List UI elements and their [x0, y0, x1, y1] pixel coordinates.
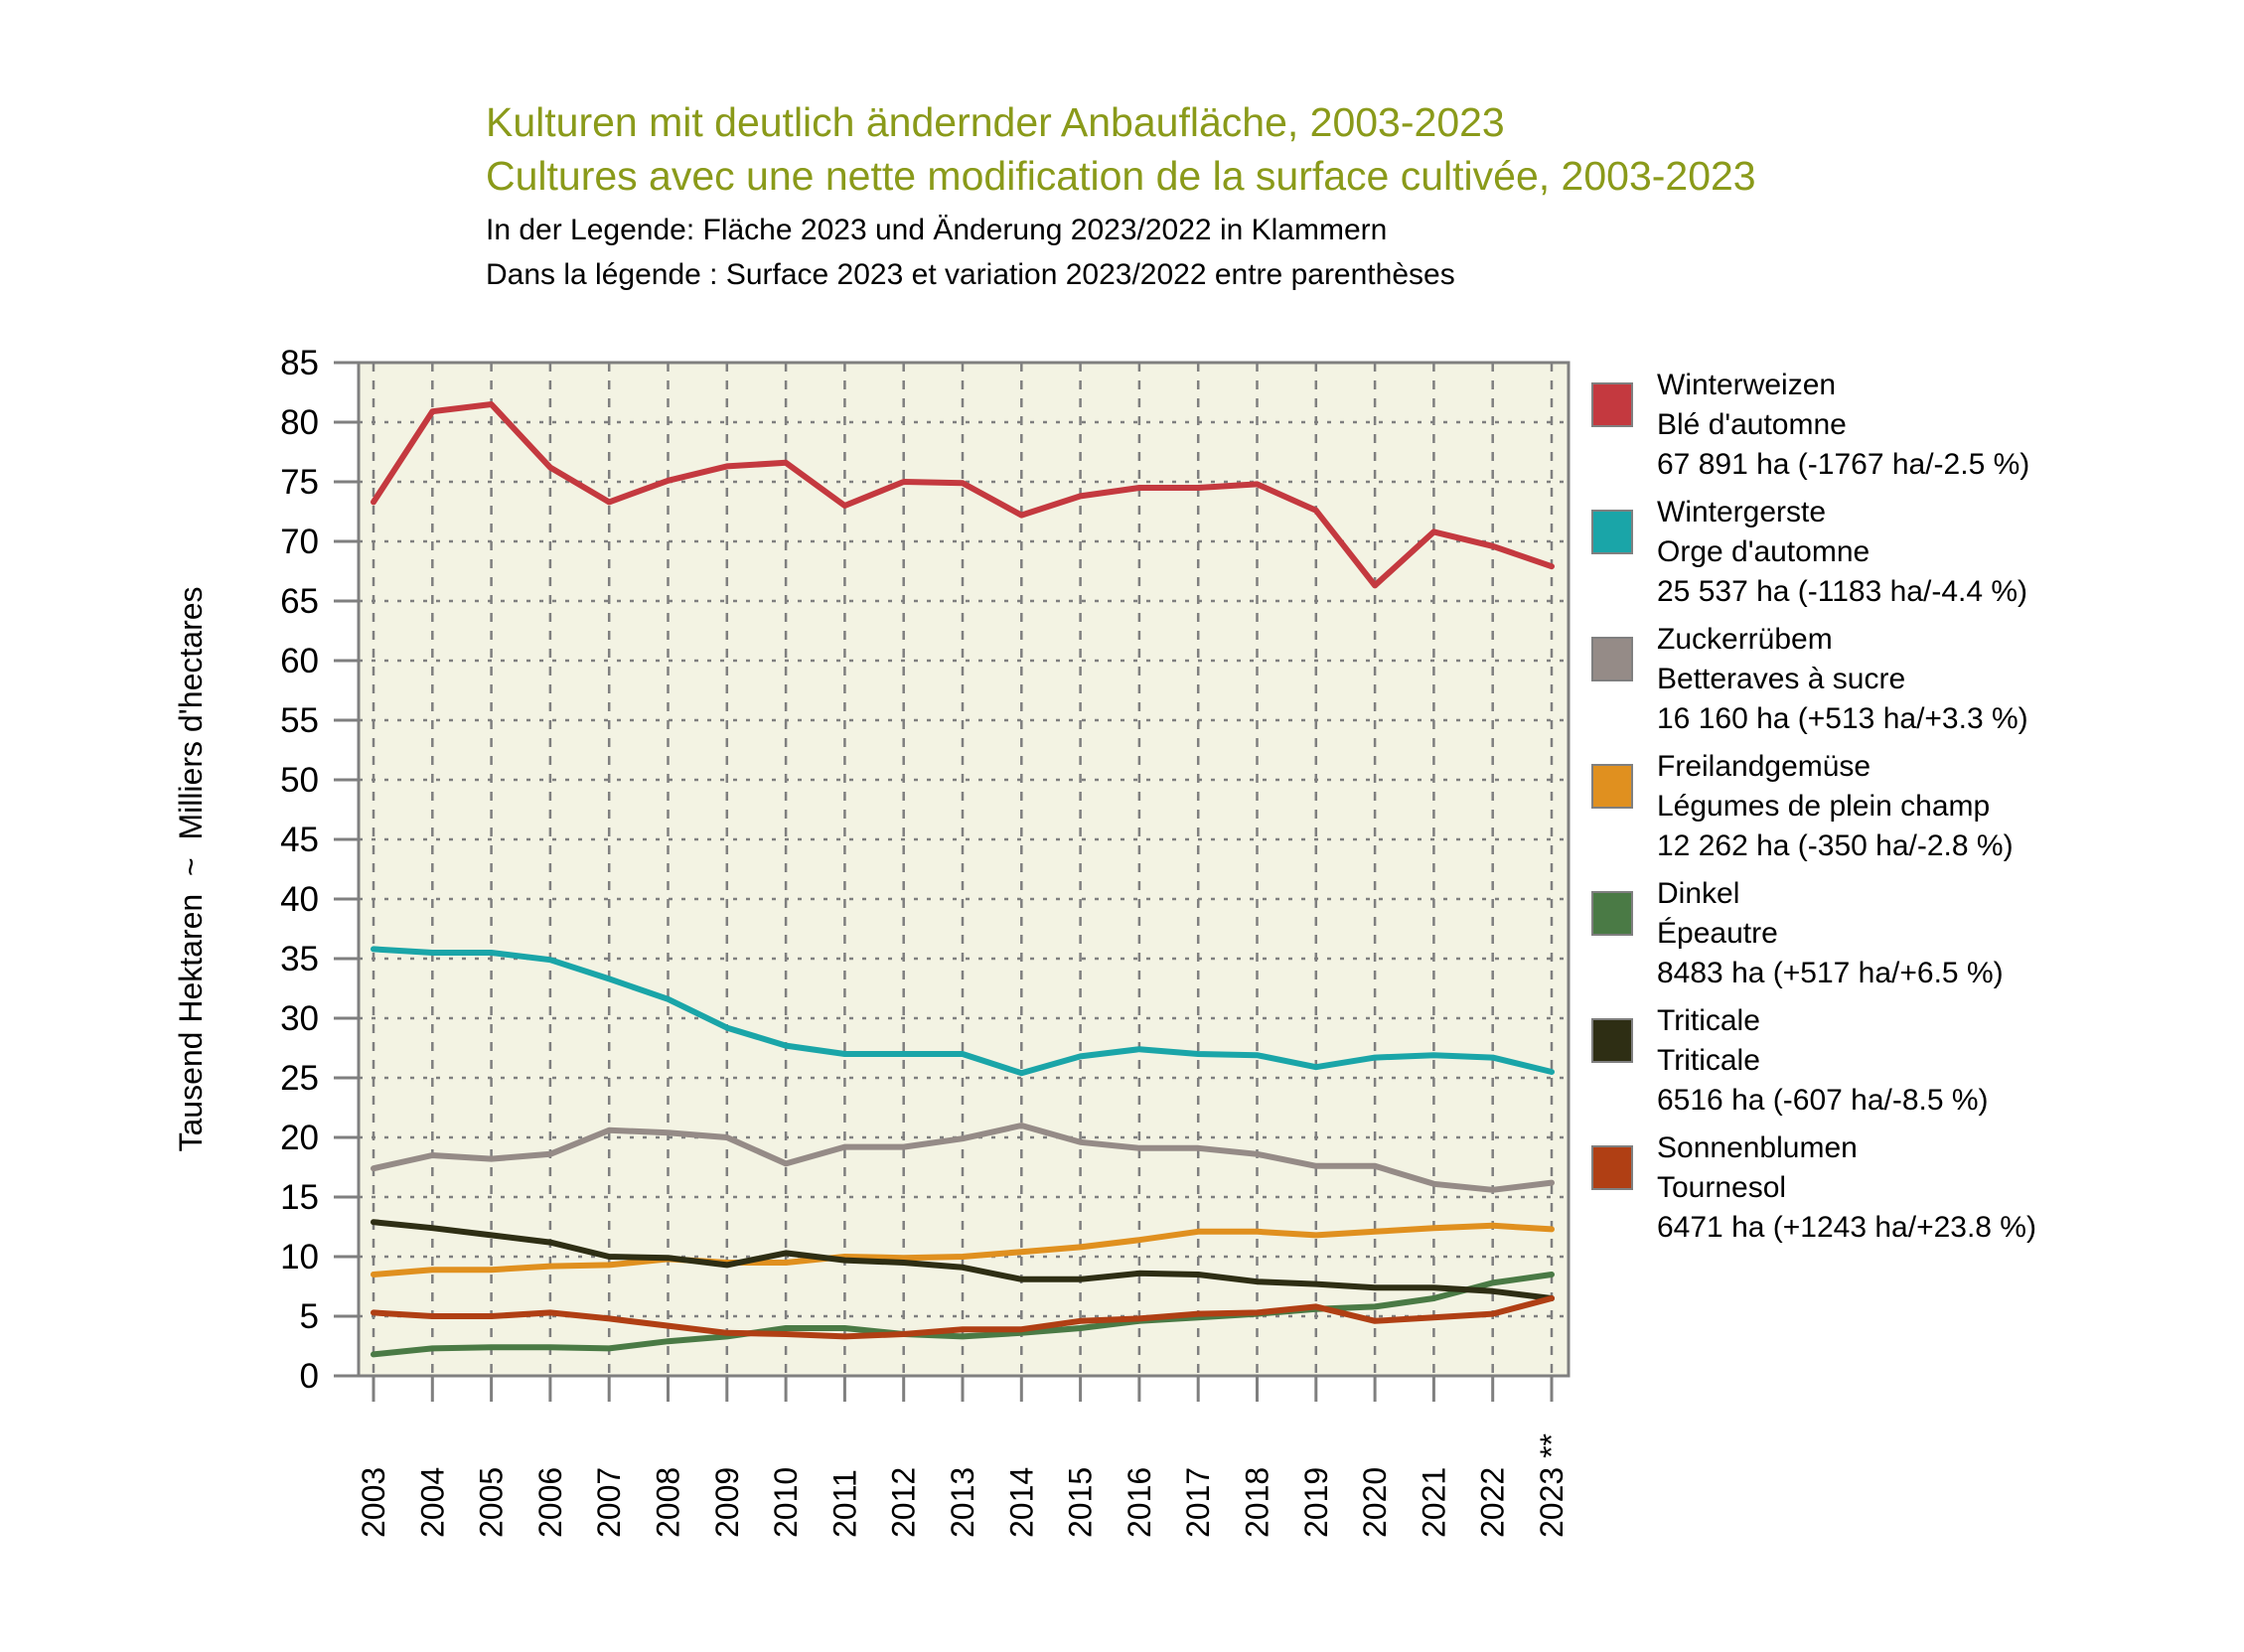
legend-swatch	[1591, 510, 1633, 554]
legend-detail: 67 891 ha (-1767 ha/-2.5 %)	[1657, 448, 2030, 481]
legend-item-triticale: Triticale Triticale 6516 ha (-607 ha/-8.…	[1591, 1001, 2227, 1128]
legend-label-de: Wintergerste	[1657, 496, 1827, 528]
y-tick-label: 65	[280, 582, 319, 621]
x-tick-label: 2004	[414, 1467, 450, 1538]
x-tick-label: 2011	[826, 1469, 862, 1538]
y-tick-label: 85	[280, 344, 319, 382]
legend-item-wintergerste: Wintergerste Orge d'automne 25 537 ha (-…	[1591, 493, 2227, 620]
legend-label-fr: Blé d'automne	[1657, 408, 1847, 441]
y-axis: 0 5 10 15 20 25 30 35 40 45 50 55 60 65 70 75 80 85	[280, 344, 359, 1396]
legend-label-de: Winterweizen	[1657, 369, 1837, 401]
legend-label-fr: Triticale	[1657, 1044, 1760, 1077]
series-line-5	[371, 1219, 1555, 1301]
x-tick-label: 2015	[1063, 1467, 1099, 1538]
legend-item-zuckerrueben: Zuckerrübem Betteraves à sucre 16 160 ha…	[1591, 620, 2227, 747]
legend-label-de: Freilandgemüse	[1657, 750, 1871, 783]
x-axis: 2003 2004 2005 2006 2007 2008 2009 2010 2011 2012…	[356, 1376, 1570, 1538]
chart-subtitle-fr: Dans la légende : Surface 2023 et variat…	[486, 258, 1455, 291]
x-tick-label: 2019	[1298, 1467, 1334, 1538]
legend-detail: 8483 ha (+517 ha/+6.5 %)	[1657, 957, 2004, 989]
y-tick-label: 5	[300, 1297, 319, 1336]
chart-title-fr: Cultures avec une nette modification de …	[486, 153, 1756, 199]
legend-swatch	[1591, 1145, 1633, 1190]
legend-label-de: Dinkel	[1657, 877, 1740, 910]
chart-title-de: Kulturen mit deutlich ändernder Anbauflä…	[486, 99, 1505, 145]
x-tick-label: 2018	[1240, 1467, 1275, 1538]
y-tick-label: 40	[280, 880, 319, 919]
x-tick-label: 2017	[1180, 1467, 1216, 1538]
x-tick-label: 2006	[532, 1467, 568, 1538]
legend-label-de: Triticale	[1657, 1004, 1760, 1037]
legend-detail: 12 262 ha (-350 ha/-2.8 %)	[1657, 829, 2014, 862]
x-tick-label: 2013	[945, 1467, 980, 1538]
chart-subtitle-de: In der Legende: Fläche 2023 und Änderung…	[486, 214, 1388, 246]
series-line-0	[371, 401, 1555, 589]
legend-swatch	[1591, 1018, 1633, 1063]
y-tick-label: 20	[280, 1119, 319, 1157]
y-axis-title: Tausend Hektaren ~ Milliers d'hectares	[173, 586, 209, 1151]
legend-label-fr: Orge d'automne	[1657, 535, 1870, 568]
x-tick-label: 2009	[709, 1467, 745, 1538]
legend-label-fr: Épeautre	[1657, 917, 1778, 950]
legend-label-fr: Betteraves à sucre	[1657, 663, 1906, 695]
x-tick-label: 2007	[591, 1467, 627, 1538]
legend-detail: 25 537 ha (-1183 ha/-4.4 %)	[1657, 575, 2028, 608]
y-tick-label: 35	[280, 940, 319, 978]
series-lines	[371, 401, 1555, 1358]
x-tick-label: 2012	[886, 1467, 922, 1538]
legend-item-freilandgemuese: Freilandgemüse Légumes de plein champ 12…	[1591, 747, 2227, 874]
legend-item-dinkel: Dinkel Épeautre 8483 ha (+517 ha/+6.5 %)	[1591, 874, 2227, 1001]
legend-swatch	[1591, 637, 1633, 681]
legend-label-fr: Tournesol	[1657, 1171, 1787, 1204]
legend-label-de: Zuckerrübem	[1657, 623, 1833, 656]
legend-swatch	[1591, 891, 1633, 936]
series-line-2	[371, 1123, 1555, 1193]
legend-label-de: Sonnenblumen	[1657, 1131, 1858, 1164]
y-tick-label: 30	[280, 999, 319, 1038]
y-tick-label: 15	[280, 1178, 319, 1217]
x-tick-label: 2003	[356, 1467, 391, 1538]
legend-swatch	[1591, 382, 1633, 427]
legend-detail: 6516 ha (-607 ha/-8.5 %)	[1657, 1084, 1989, 1117]
y-tick-label: 70	[280, 523, 319, 561]
legend-detail: 16 160 ha (+513 ha/+3.3 %)	[1657, 702, 2028, 735]
x-tick-label: 2010	[768, 1467, 804, 1538]
y-tick-label: 80	[280, 403, 319, 442]
x-tick-label: 2023 **	[1534, 1433, 1570, 1538]
x-tick-label: 2022	[1475, 1467, 1511, 1538]
x-tick-label: 2021	[1416, 1467, 1451, 1538]
series-line-3	[371, 1222, 1555, 1277]
y-tick-label: 10	[280, 1238, 319, 1277]
x-tick-label: 2005	[474, 1467, 510, 1538]
y-tick-label: 25	[280, 1059, 319, 1098]
series-line-6	[371, 1295, 1555, 1340]
legend-item-winterweizen: Winterweizen Blé d'automne 67 891 ha (-1…	[1591, 366, 2227, 493]
x-tick-label: 2014	[1003, 1467, 1039, 1538]
x-tick-label: 2016	[1122, 1467, 1157, 1538]
grid	[359, 363, 1569, 1376]
x-tick-label: 2008	[651, 1467, 686, 1538]
y-tick-label: 50	[280, 761, 319, 800]
legend-swatch	[1591, 764, 1633, 809]
y-tick-label: 0	[300, 1357, 319, 1396]
x-tick-label: 2020	[1357, 1467, 1393, 1538]
legend-detail: 6471 ha (+1243 ha/+23.8 %)	[1657, 1211, 2036, 1244]
y-tick-label: 55	[280, 701, 319, 740]
legend-label-fr: Légumes de plein champ	[1657, 790, 1991, 823]
series-line-4	[371, 1272, 1555, 1358]
y-tick-label: 60	[280, 642, 319, 680]
y-tick-label: 45	[280, 821, 319, 859]
y-tick-label: 75	[280, 463, 319, 502]
series-line-1	[371, 946, 1555, 1077]
legend-item-sonnenblumen: Sonnenblumen Tournesol 6471 ha (+1243 ha…	[1591, 1128, 2227, 1256]
